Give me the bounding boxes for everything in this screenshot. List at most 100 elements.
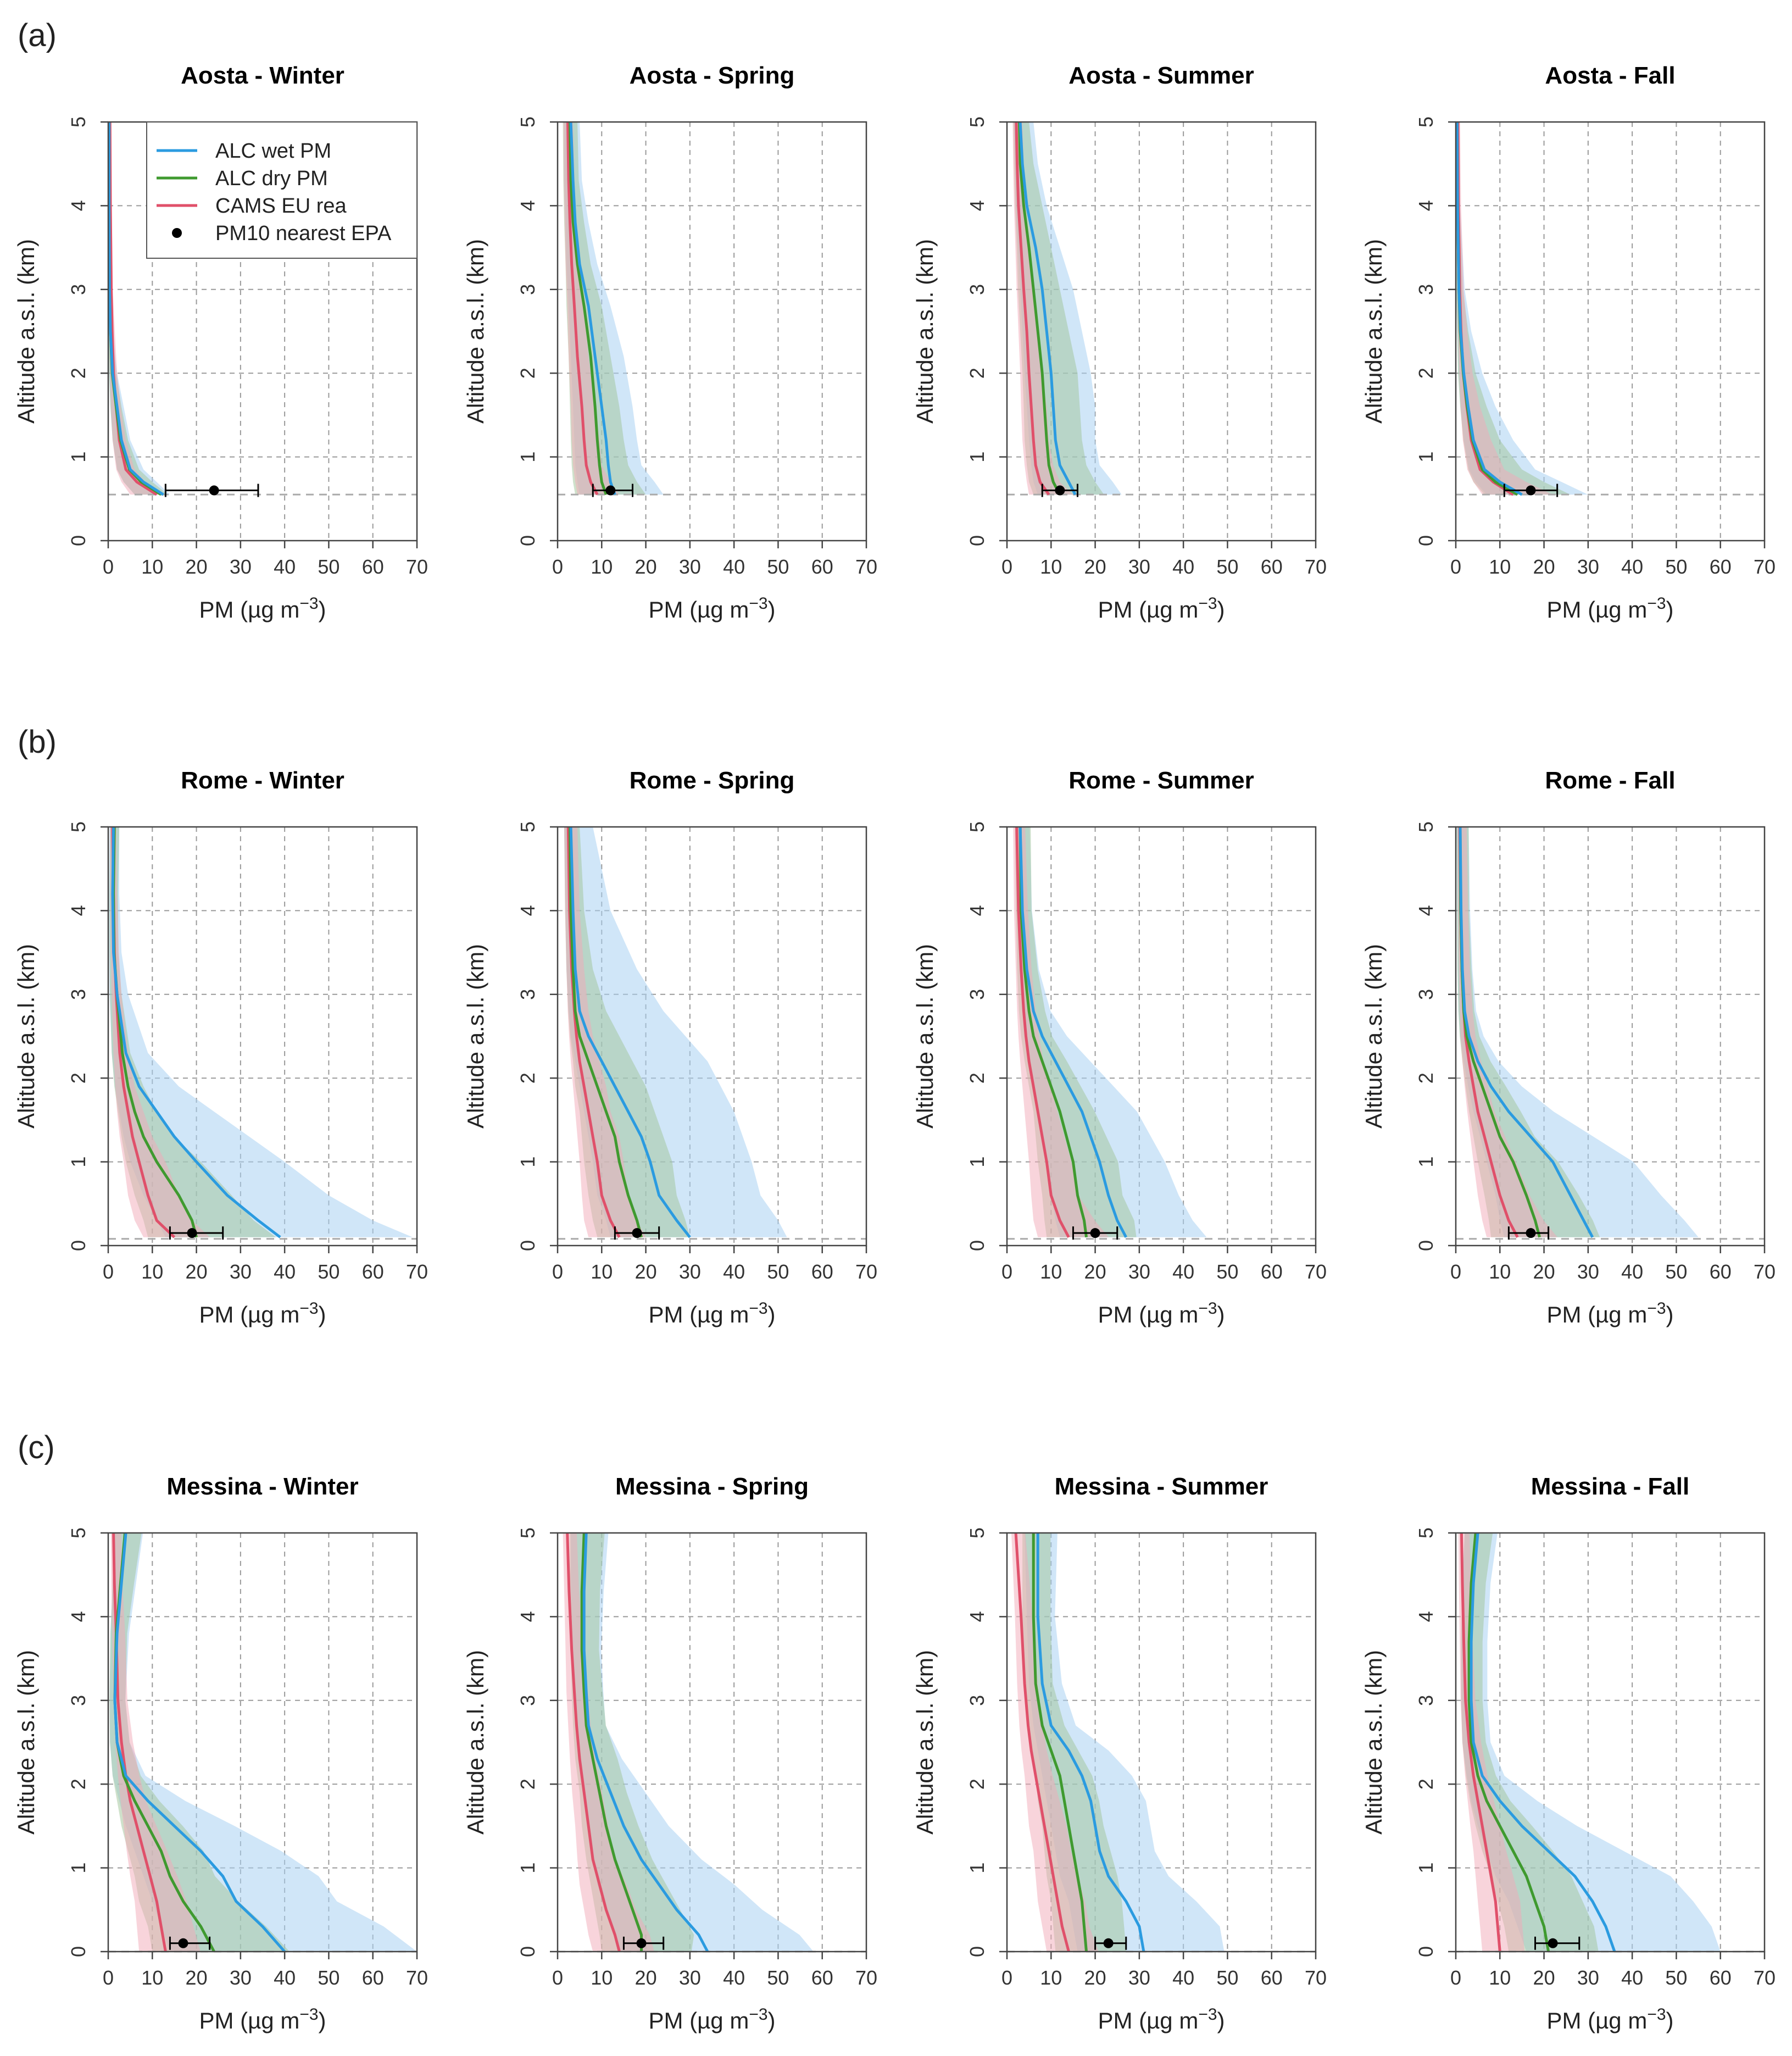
x-tick-label: 50: [1665, 1966, 1687, 1989]
x-tick-label: 20: [1533, 555, 1555, 578]
band-cams-eu-rea: [110, 827, 210, 1237]
x-tick-label: 70: [1305, 1260, 1327, 1283]
legend-swatch-pm10-nearest-epa: [172, 228, 182, 238]
x-tick-label: 50: [1665, 1260, 1687, 1283]
plot-frame: [107, 1532, 418, 1953]
x-tick-label: 50: [767, 555, 789, 578]
series-line-alc-wet-pm: [1470, 1532, 1616, 1952]
epa-point: [632, 1228, 642, 1238]
y-tick-label: 1: [67, 1157, 90, 1168]
series-line-alc-dry-pm: [580, 1532, 643, 1952]
series-line-cams-eu-rea: [1014, 1532, 1070, 1952]
x-tick-label: 0: [552, 555, 563, 578]
x-tick-label: 30: [1577, 1260, 1599, 1283]
x-axis-label-sup: −3: [749, 594, 767, 613]
y-tick-label: 3: [966, 989, 988, 1000]
band-cams-eu-rea: [1013, 827, 1109, 1237]
x-axis-label-close: ): [1666, 2008, 1674, 2033]
y-tick-label: 4: [67, 1611, 90, 1622]
x-tick-label: 70: [1754, 1966, 1776, 1989]
x-tick-label: 40: [274, 1260, 296, 1283]
x-tick-label: 50: [767, 1966, 789, 1989]
x-tick-label: 20: [635, 555, 657, 578]
y-tick-label: 1: [67, 452, 90, 463]
plot-frame: [1455, 826, 1766, 1247]
x-axis-label-main: PM (µg m: [1098, 2008, 1198, 2033]
plot-frame: [1455, 1532, 1766, 1953]
x-tick-label: 70: [855, 1260, 877, 1283]
x-axis-label: PM (µg m−3): [199, 1299, 326, 1327]
x-tick-label: 30: [1577, 555, 1599, 578]
y-tick-label: 3: [67, 284, 90, 295]
y-axis-label: Altitude a.s.l. (km): [912, 944, 938, 1129]
panel-title: Rome - Winter: [181, 767, 344, 794]
x-tick-label: 50: [1216, 555, 1238, 578]
y-axis-label: Altitude a.s.l. (km): [912, 239, 938, 424]
y-tick-label: 5: [966, 821, 988, 832]
y-tick-label: 3: [1415, 284, 1437, 295]
y-tick-label: 1: [966, 452, 988, 463]
band-alc-wet-pm: [109, 827, 413, 1237]
x-tick-label: 70: [1754, 555, 1776, 578]
y-tick-label: 2: [966, 368, 988, 379]
x-tick-label: 20: [186, 1260, 208, 1283]
panel-aosta-summer: Aosta - Summer 0 10 20 30 40 50 60 70 0 1 2 3 4 5 PM (µ…: [912, 62, 1327, 623]
series-line-alc-wet-pm: [1459, 826, 1594, 1238]
x-axis-label-main: PM (µg m: [1546, 597, 1647, 623]
y-tick-label: 4: [1415, 1611, 1437, 1622]
x-tick-label: 60: [1261, 555, 1283, 578]
x-tick-label: 10: [591, 1966, 613, 1989]
y-tick-label: 0: [1415, 1240, 1437, 1251]
y-tick-label: 2: [966, 1073, 988, 1083]
x-axis-label: PM (µg m−3): [199, 2005, 326, 2033]
x-tick-label: 30: [679, 1966, 701, 1989]
y-tick-label: 2: [516, 368, 539, 379]
x-tick-label: 40: [274, 555, 296, 578]
panel-aosta-spring: Aosta - Spring 0 10 20 30 40 50 60 70 0 1 2 3 4 5 PM (µ…: [463, 62, 877, 623]
y-tick-label: 2: [1415, 368, 1437, 379]
x-tick-label: 70: [406, 1966, 428, 1989]
x-axis-label-close: ): [1666, 1302, 1674, 1327]
series-line-cams-eu-rea: [566, 1532, 621, 1952]
x-tick-label: 30: [1128, 1966, 1150, 1989]
y-tick-label: 3: [67, 1695, 90, 1706]
x-tick-label: 10: [1040, 555, 1062, 578]
y-axis-label: Altitude a.s.l. (km): [13, 944, 39, 1129]
x-tick-label: 60: [811, 555, 833, 578]
x-axis-label: PM (µg m−3): [1098, 594, 1225, 623]
epa-point: [1103, 1938, 1114, 1948]
panel-messina-winter: Messina - Winter 0 10 20 30 40 50 60 70 0 1 2 3 4 5 PM …: [13, 1473, 428, 2033]
y-tick-label: 4: [516, 905, 539, 916]
x-axis-label-close: ): [1217, 1302, 1225, 1327]
series-line-alc-dry-pm: [569, 826, 643, 1238]
y-axis-label: Altitude a.s.l. (km): [1361, 944, 1387, 1129]
y-tick-label: 5: [966, 116, 988, 127]
legend-label-alc-dry-pm: ALC dry PM: [215, 167, 328, 190]
x-axis-label-main: PM (µg m: [199, 597, 299, 623]
y-tick-label: 4: [1415, 200, 1437, 211]
plot-frame: [1006, 826, 1317, 1247]
y-tick-label: 2: [67, 1073, 90, 1083]
x-axis-label-main: PM (µg m: [1098, 1302, 1198, 1327]
x-tick-label: 10: [591, 555, 613, 578]
x-axis-label: PM (µg m−3): [648, 2005, 775, 2033]
x-tick-label: 40: [723, 1260, 745, 1283]
band-cams-eu-rea: [563, 122, 620, 495]
panel-title: Messina - Spring: [615, 1473, 809, 1500]
x-tick-label: 20: [635, 1260, 657, 1283]
band-cams-eu-rea: [1012, 122, 1073, 495]
panel-rome-spring: Rome - Spring 0 10 20 30 40 50 60 70 0 1 2 3 4 5 PM (µg…: [463, 767, 877, 1327]
x-axis-label-main: PM (µg m: [1546, 2008, 1647, 2033]
series-line-alc-wet-pm: [113, 1532, 286, 1953]
series-line-cams-eu-rea: [1015, 826, 1070, 1238]
x-tick-label: 20: [1084, 1966, 1106, 1989]
epa-point: [1526, 1228, 1536, 1238]
x-axis-label-sup: −3: [1198, 1299, 1217, 1318]
x-tick-label: 70: [1305, 1966, 1327, 1989]
x-tick-label: 30: [679, 1260, 701, 1283]
y-tick-label: 0: [516, 535, 539, 546]
x-tick-label: 30: [1577, 1966, 1599, 1989]
x-axis-label-main: PM (µg m: [648, 597, 749, 623]
y-tick-label: 3: [1415, 1695, 1437, 1706]
